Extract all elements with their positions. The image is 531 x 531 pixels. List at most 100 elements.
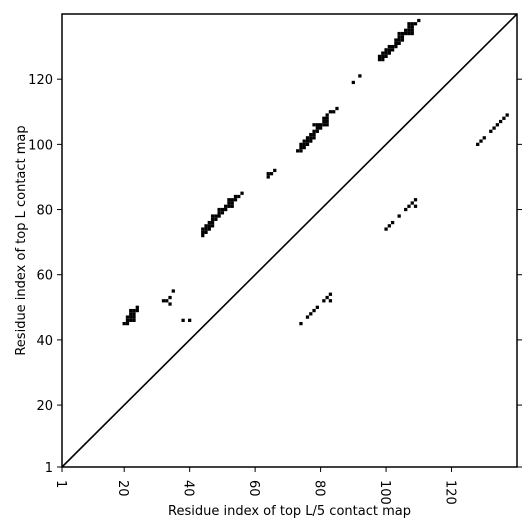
contact-point-upper xyxy=(266,172,270,176)
x-tick-label: 100 xyxy=(377,480,392,505)
contact-point-upper xyxy=(230,204,234,208)
contact-point-upper xyxy=(168,302,172,306)
contact-point-lower xyxy=(502,116,506,120)
contact-point-upper xyxy=(122,321,126,326)
contact-point-upper xyxy=(309,132,313,137)
contact-point-upper xyxy=(129,315,133,319)
contact-point-upper xyxy=(201,230,205,234)
contact-point-upper xyxy=(217,207,221,212)
contact-point-upper xyxy=(204,230,208,234)
contact-point-upper xyxy=(227,201,231,205)
contact-point-upper xyxy=(125,318,130,322)
contact-point-lower xyxy=(299,321,303,326)
contact-point-upper xyxy=(397,31,401,36)
contact-point-upper xyxy=(318,123,323,127)
contact-point-upper xyxy=(237,194,241,199)
contact-point-lower xyxy=(322,299,326,303)
contact-point-upper xyxy=(207,224,211,228)
contact-point-upper xyxy=(299,142,303,146)
contact-point-upper xyxy=(312,136,316,140)
contact-point-upper xyxy=(207,227,211,231)
plot-frame xyxy=(61,13,518,468)
contact-point-upper xyxy=(302,142,306,146)
contact-point-upper xyxy=(227,198,231,202)
contact-point-upper xyxy=(390,44,395,49)
contact-point-upper xyxy=(394,44,398,49)
contact-point-upper xyxy=(315,129,319,133)
contact-point-upper xyxy=(381,57,385,62)
contact-point-upper xyxy=(224,207,228,212)
contact-point-upper xyxy=(201,227,205,231)
y-tick-label: 80 xyxy=(36,204,53,219)
contact-point-lower xyxy=(413,204,418,208)
contact-point-upper xyxy=(132,315,136,319)
contact-point-upper xyxy=(309,139,313,143)
x-tick-label: 40 xyxy=(181,480,196,497)
contact-point-upper xyxy=(273,168,277,173)
contact-point-upper xyxy=(400,38,405,42)
contact-point-upper xyxy=(305,142,310,146)
y-axis-title: Residue index of top L contact map xyxy=(14,125,29,355)
contact-point-upper xyxy=(384,51,388,55)
y-tick-label: 40 xyxy=(36,334,53,349)
contact-point-lower xyxy=(328,292,333,296)
contact-point-upper xyxy=(299,145,303,150)
contact-point-upper xyxy=(181,318,185,322)
contact-point-upper xyxy=(312,132,316,137)
contact-point-upper xyxy=(125,321,130,326)
contact-point-upper xyxy=(165,299,169,303)
x-tick-label: 20 xyxy=(115,480,130,497)
contact-point-upper xyxy=(407,28,411,32)
contact-point-upper xyxy=(217,214,221,218)
contact-point-upper xyxy=(210,217,215,221)
contact-point-upper xyxy=(312,123,316,127)
contact-point-upper xyxy=(381,54,385,59)
contact-point-upper xyxy=(129,318,133,322)
contact-point-lower xyxy=(387,224,391,228)
contact-point-lower xyxy=(397,214,401,218)
points-layer xyxy=(61,13,518,468)
contact-point-upper xyxy=(217,211,221,215)
contact-point-upper xyxy=(397,35,401,39)
x-axis-title: Residue index of top L/5 contact map xyxy=(168,504,411,519)
contact-point-upper xyxy=(335,106,339,111)
contact-point-upper xyxy=(384,48,388,52)
contact-point-lower xyxy=(384,227,388,231)
contact-point-upper xyxy=(407,22,411,26)
y-tick-label: 20 xyxy=(36,399,53,414)
contact-point-upper xyxy=(305,139,310,143)
contact-point-upper xyxy=(322,116,326,120)
contact-point-upper xyxy=(204,227,208,231)
contact-point-upper xyxy=(390,48,395,52)
contact-point-upper xyxy=(210,224,215,228)
contact-point-upper xyxy=(410,28,414,32)
contact-point-upper xyxy=(129,308,133,313)
contact-point-upper xyxy=(404,28,408,32)
contact-point-upper xyxy=(387,51,391,55)
contact-point-lower xyxy=(410,201,414,205)
contact-point-upper xyxy=(322,123,326,127)
contact-point-upper xyxy=(302,145,306,150)
contact-point-upper xyxy=(404,31,408,36)
contact-point-lower xyxy=(312,308,316,313)
contact-point-upper xyxy=(230,198,234,202)
contact-point-lower xyxy=(413,198,418,202)
contact-point-upper xyxy=(328,110,333,114)
contact-point-upper xyxy=(132,308,136,313)
x-tick-label: 1 xyxy=(53,480,68,488)
y-tick-label: 100 xyxy=(28,138,53,153)
contact-point-upper xyxy=(129,312,133,316)
contact-point-upper xyxy=(233,194,238,199)
contact-point-upper xyxy=(322,119,326,124)
contact-point-upper xyxy=(296,149,300,153)
contact-point-upper xyxy=(387,48,391,52)
contact-point-upper xyxy=(269,172,274,176)
contact-point-lower xyxy=(404,207,408,212)
contact-point-upper xyxy=(318,126,323,130)
contact-point-upper xyxy=(394,41,398,45)
contact-point-upper xyxy=(325,119,329,124)
contact-point-upper xyxy=(407,31,411,36)
contact-point-upper xyxy=(384,54,388,59)
